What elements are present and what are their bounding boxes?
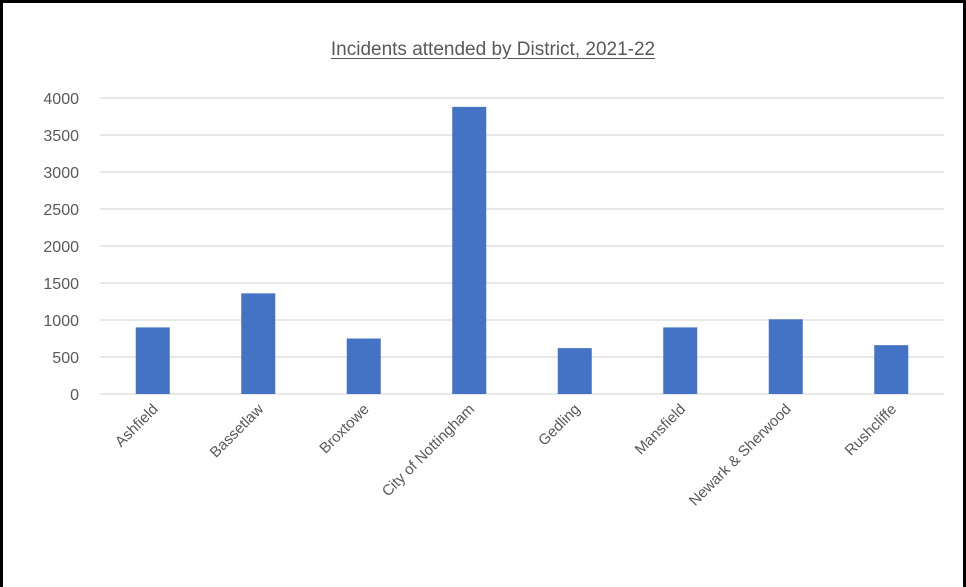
bar [241, 293, 276, 394]
bar [874, 345, 909, 394]
y-tick-label: 500 [52, 350, 79, 367]
bar [557, 348, 592, 394]
y-tick-label: 1500 [43, 276, 79, 293]
y-tick-label: 2500 [43, 202, 79, 219]
y-tick-label: 3000 [43, 165, 79, 182]
chart-title: Incidents attended by District, 2021-22 [330, 39, 656, 60]
y-tick-label: 1000 [43, 313, 79, 330]
x-category-label: Mansfield [632, 401, 689, 458]
y-tick-label: 4000 [43, 91, 79, 108]
y-tick-label: 3500 [43, 128, 79, 145]
x-category-label: City of Nottingham [379, 401, 478, 500]
bar [452, 106, 487, 394]
bar [346, 338, 381, 394]
x-category-label: Gedling [535, 401, 584, 450]
bar [663, 327, 698, 394]
y-tick-label: 0 [70, 387, 79, 404]
x-axis-labels: Ashfield Bassetlaw Broxtowe City of Notting… [112, 401, 900, 510]
x-category-label: Ashfield [112, 401, 162, 451]
bar [768, 319, 803, 394]
gridlines [100, 97, 944, 395]
x-category-label: Rushcliffe [842, 401, 900, 459]
y-tick-label: 2000 [43, 239, 79, 256]
bars [135, 106, 909, 394]
x-category-label: Bassetlaw [207, 401, 267, 461]
y-axis-ticks: 0 500 1000 1500 2000 2500 3000 3500 4000 [43, 91, 79, 404]
x-category-label: Broxtowe [316, 401, 372, 457]
bar [135, 327, 170, 394]
x-category-label: Newark & Sherwood [686, 401, 795, 510]
